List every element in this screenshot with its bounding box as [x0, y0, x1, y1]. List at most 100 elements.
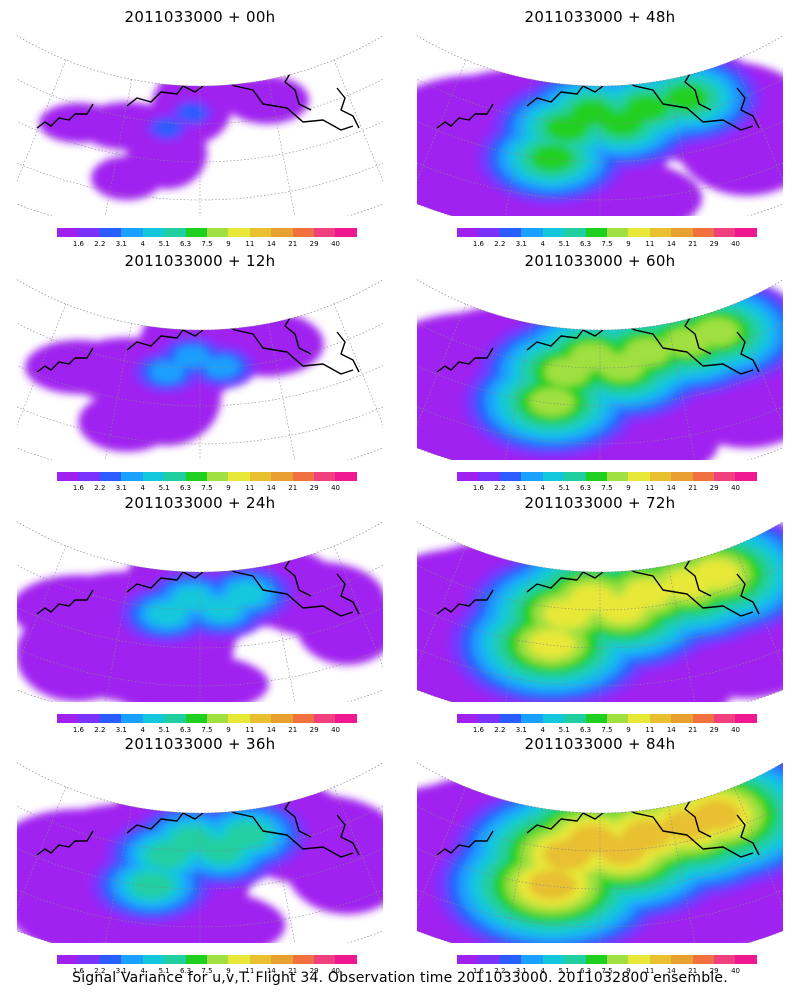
colorbar-tick-label: 7.5 [601, 726, 613, 734]
colorbar-swatch [228, 714, 250, 723]
colorbar-swatch [499, 472, 522, 481]
colorbar-swatch [478, 228, 500, 237]
colorbar-tick-label: 4 [140, 967, 145, 975]
colorbar-ticks: 1.6 2.2 3.1 4 5.1 6.3 7.5 9 11 14 21 29 40 [57, 484, 357, 494]
colorbar-swatch [628, 714, 650, 723]
colorbar-swatch [228, 228, 250, 237]
colorbar-tick-label: 40 [731, 726, 741, 734]
colorbar-tick-label: 7.5 [201, 484, 213, 492]
colorbar-tick-label: 14 [266, 726, 276, 734]
colorbar-tick-label: 2.2 [94, 726, 106, 734]
colorbar-swatch [292, 955, 315, 964]
colorbar-tick-label: 4 [540, 240, 545, 248]
colorbar-tick-label: 2.2 [494, 726, 506, 734]
colorbar-swatch [649, 714, 672, 723]
colorbar [57, 714, 357, 723]
colorbar-swatch [478, 714, 500, 723]
colorbar-swatch [249, 472, 272, 481]
colorbar-tick-label: 14 [666, 240, 676, 248]
colorbar-tick-label: 4 [540, 484, 545, 492]
colorbar-tick-label: 6.3 [579, 726, 592, 734]
colorbar-tick-label: 11 [645, 967, 655, 975]
colorbar-swatch [628, 228, 650, 237]
colorbar-tick-label: 40 [731, 967, 741, 975]
colorbar-tick-label: 1.6 [472, 726, 484, 734]
colorbar-tick-label: 11 [645, 484, 655, 492]
colorbar-tick-label: 3.1 [115, 726, 127, 734]
colorbar-swatch [206, 228, 229, 237]
colorbar-tick-label: 9 [626, 726, 631, 734]
colorbar [57, 228, 357, 237]
colorbar-swatch [564, 955, 586, 964]
colorbar-swatch [271, 228, 293, 237]
colorbar-swatch [164, 472, 186, 481]
colorbar-swatch [649, 228, 672, 237]
colorbar-tick-label: 7.5 [601, 240, 613, 248]
colorbar-tick-label: 1.6 [472, 967, 484, 975]
colorbar-tick-label: 21 [288, 726, 298, 734]
colorbar-swatch [735, 955, 757, 964]
colorbar-swatch [121, 955, 143, 964]
colorbar-tick-label: 9 [226, 484, 231, 492]
colorbar-tick-label: 14 [266, 967, 276, 975]
colorbar-tick-label: 29 [709, 726, 719, 734]
colorbar-swatch [478, 955, 500, 964]
colorbar-swatch [457, 955, 479, 964]
colorbar-tick-label: 2.2 [94, 967, 106, 975]
colorbar-swatch [649, 955, 672, 964]
colorbar-tick-label: 14 [266, 484, 276, 492]
colorbar-swatch [185, 228, 207, 237]
colorbar-tick-label: 4 [140, 726, 145, 734]
forecast-panel: 2011033000 + 84h 1.6 2.2 3.1 4 5.1 6.3 7.5 9 11 14… [405, 731, 795, 977]
colorbar-tick-label: 7.5 [601, 484, 613, 492]
colorbar-ticks: 1.6 2.2 3.1 4 5.1 6.3 7.5 9 11 14 21 29 40 [457, 967, 757, 977]
colorbar-swatch [542, 714, 565, 723]
colorbar-swatch [521, 228, 543, 237]
colorbar-tick-label: 3.1 [515, 726, 527, 734]
polar-map [17, 521, 383, 702]
colorbar-swatch [185, 714, 207, 723]
forecast-panel: 2011033000 + 72h 1.6 2.2 3.1 4 5.1 6.3 7.5 9 11 14… [405, 490, 795, 734]
colorbar-tick-label: 7.5 [201, 726, 213, 734]
colorbar [57, 472, 357, 481]
colorbar-tick-label: 1.6 [72, 967, 84, 975]
polar-map [417, 755, 783, 943]
polar-map [17, 35, 383, 216]
colorbar-swatch [671, 714, 693, 723]
colorbar-swatch [142, 714, 165, 723]
panel-title: 2011033000 + 36h [124, 735, 276, 753]
colorbar-tick-label: 9 [626, 484, 631, 492]
colorbar-swatch [542, 472, 565, 481]
colorbar-tick-label: 7.5 [601, 967, 613, 975]
colorbar-tick-label: 6.3 [179, 484, 192, 492]
colorbar-swatch [521, 955, 543, 964]
colorbar-tick-label: 14 [266, 240, 276, 248]
colorbar-tick-label: 6.3 [579, 484, 592, 492]
colorbar-swatch [714, 955, 736, 964]
colorbar-tick-label: 21 [288, 967, 298, 975]
colorbar-swatch [271, 955, 293, 964]
colorbar-tick-label: 3.1 [115, 967, 127, 975]
colorbar-swatch [314, 472, 336, 481]
colorbar-swatch [206, 955, 229, 964]
polar-map [417, 28, 783, 216]
colorbar-swatch [164, 228, 186, 237]
colorbar-tick-label: 11 [245, 726, 255, 734]
colorbar-swatch [585, 228, 607, 237]
colorbar-swatch [99, 472, 122, 481]
colorbar-tick-label: 5.1 [558, 967, 570, 975]
panel-title: 2011033000 + 00h [124, 8, 276, 26]
colorbar-swatch [628, 955, 650, 964]
colorbar-swatch [542, 228, 565, 237]
colorbar-tick-label: 4 [140, 240, 145, 248]
colorbar-swatch [249, 228, 272, 237]
colorbar-swatch [649, 472, 672, 481]
colorbar-tick-label: 6.3 [179, 967, 192, 975]
colorbar [57, 955, 357, 964]
colorbar-tick-label: 6.3 [579, 240, 592, 248]
colorbar-swatch [228, 955, 250, 964]
colorbar-swatch [121, 228, 143, 237]
panel-title: 2011033000 + 12h [124, 252, 276, 270]
colorbar-tick-label: 29 [309, 240, 319, 248]
colorbar-swatch [692, 472, 715, 481]
